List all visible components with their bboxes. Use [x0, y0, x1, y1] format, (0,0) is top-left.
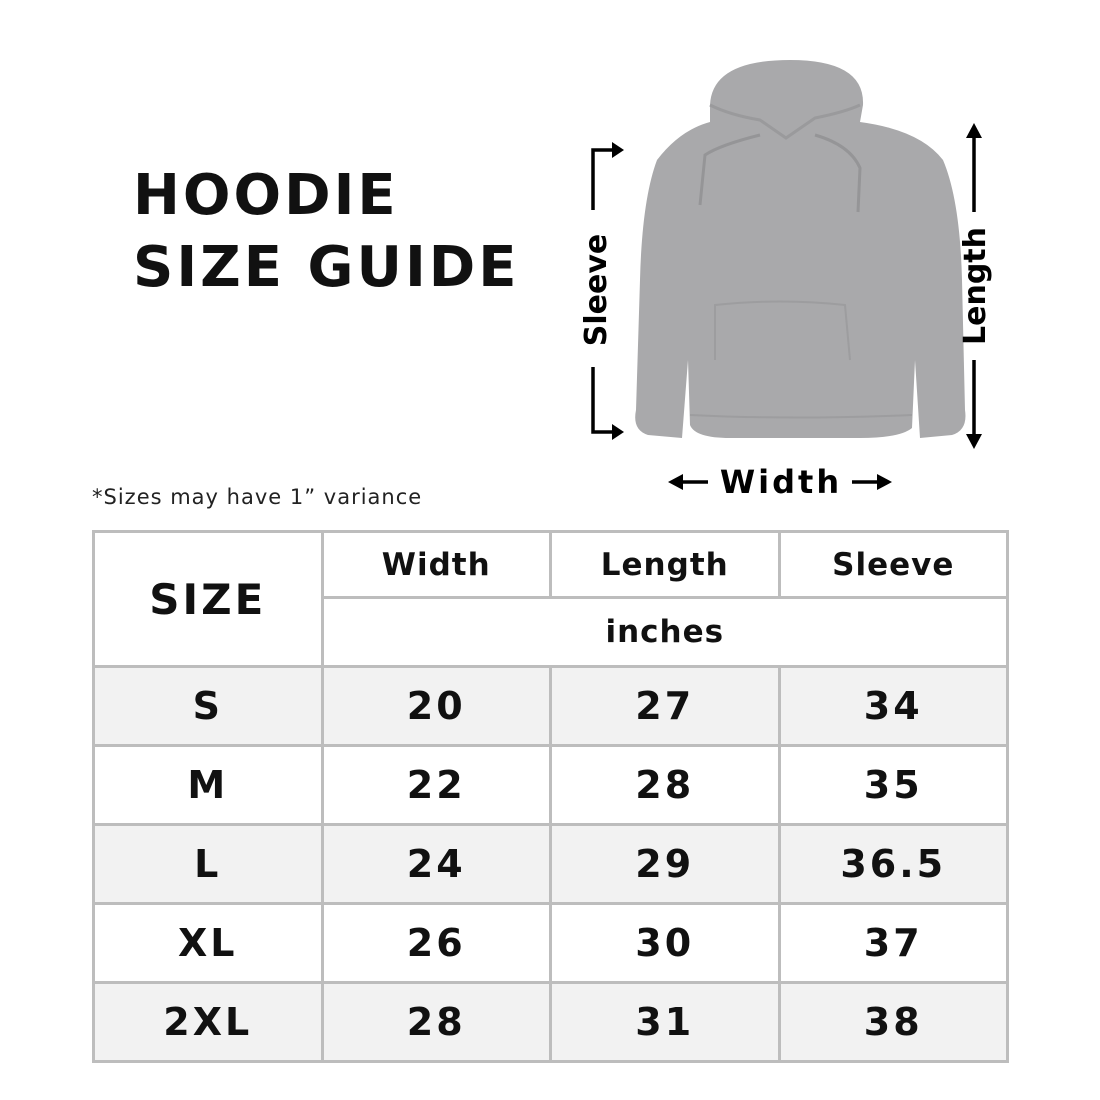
- size-cell: 2XL: [92, 981, 324, 1063]
- table-row: M 22 28 35: [92, 744, 1009, 826]
- table-row: L 24 29 36.5: [92, 823, 1009, 905]
- sleeve-cell: 36.5: [777, 823, 1009, 905]
- table-row: 2XL 28 31 38: [92, 981, 1009, 1063]
- length-cell: 28: [549, 744, 781, 826]
- size-cell: M: [92, 744, 324, 826]
- variance-note: *Sizes may have 1” variance: [92, 485, 423, 509]
- sleeve-arrow-icon: [591, 148, 615, 434]
- width-cell: 20: [320, 665, 552, 747]
- length-cell: 31: [549, 981, 781, 1063]
- length-cell: 27: [549, 665, 781, 747]
- title-line-1: HOODIE: [133, 163, 399, 228]
- width-header: Width: [320, 530, 552, 599]
- hoodie-image: [635, 60, 966, 438]
- sleeve-cell: 34: [777, 665, 1009, 747]
- sleeve-cell: 37: [777, 902, 1009, 984]
- size-cell: XL: [92, 902, 324, 984]
- width-cell: 28: [320, 981, 552, 1063]
- size-cell: S: [92, 665, 324, 747]
- unit-header: inches: [320, 596, 1009, 668]
- width-cell: 22: [320, 744, 552, 826]
- sleeve-header: Sleeve: [777, 530, 1009, 599]
- length-cell: 29: [549, 823, 781, 905]
- length-label: Length: [958, 227, 993, 345]
- size-header: SIZE: [92, 530, 324, 668]
- hoodie-diagram: Sleeve Length Width: [579, 60, 993, 501]
- table-row: XL 26 30 37: [92, 902, 1009, 984]
- length-header: Length: [549, 530, 781, 599]
- width-label: Width: [720, 463, 842, 501]
- length-cell: 30: [549, 902, 781, 984]
- width-cell: 24: [320, 823, 552, 905]
- width-cell: 26: [320, 902, 552, 984]
- title-line-2: SIZE GUIDE: [133, 235, 520, 300]
- size-table: SIZE Width Length Sleeve inches S 20 27 34 …: [92, 530, 1009, 1063]
- size-cell: L: [92, 823, 324, 905]
- table-row: S 20 27 34: [92, 665, 1009, 747]
- sleeve-label: Sleeve: [579, 234, 614, 347]
- sleeve-cell: 35: [777, 744, 1009, 826]
- sleeve-cell: 38: [777, 981, 1009, 1063]
- page-title: HOODIE SIZE GUIDE: [133, 160, 520, 304]
